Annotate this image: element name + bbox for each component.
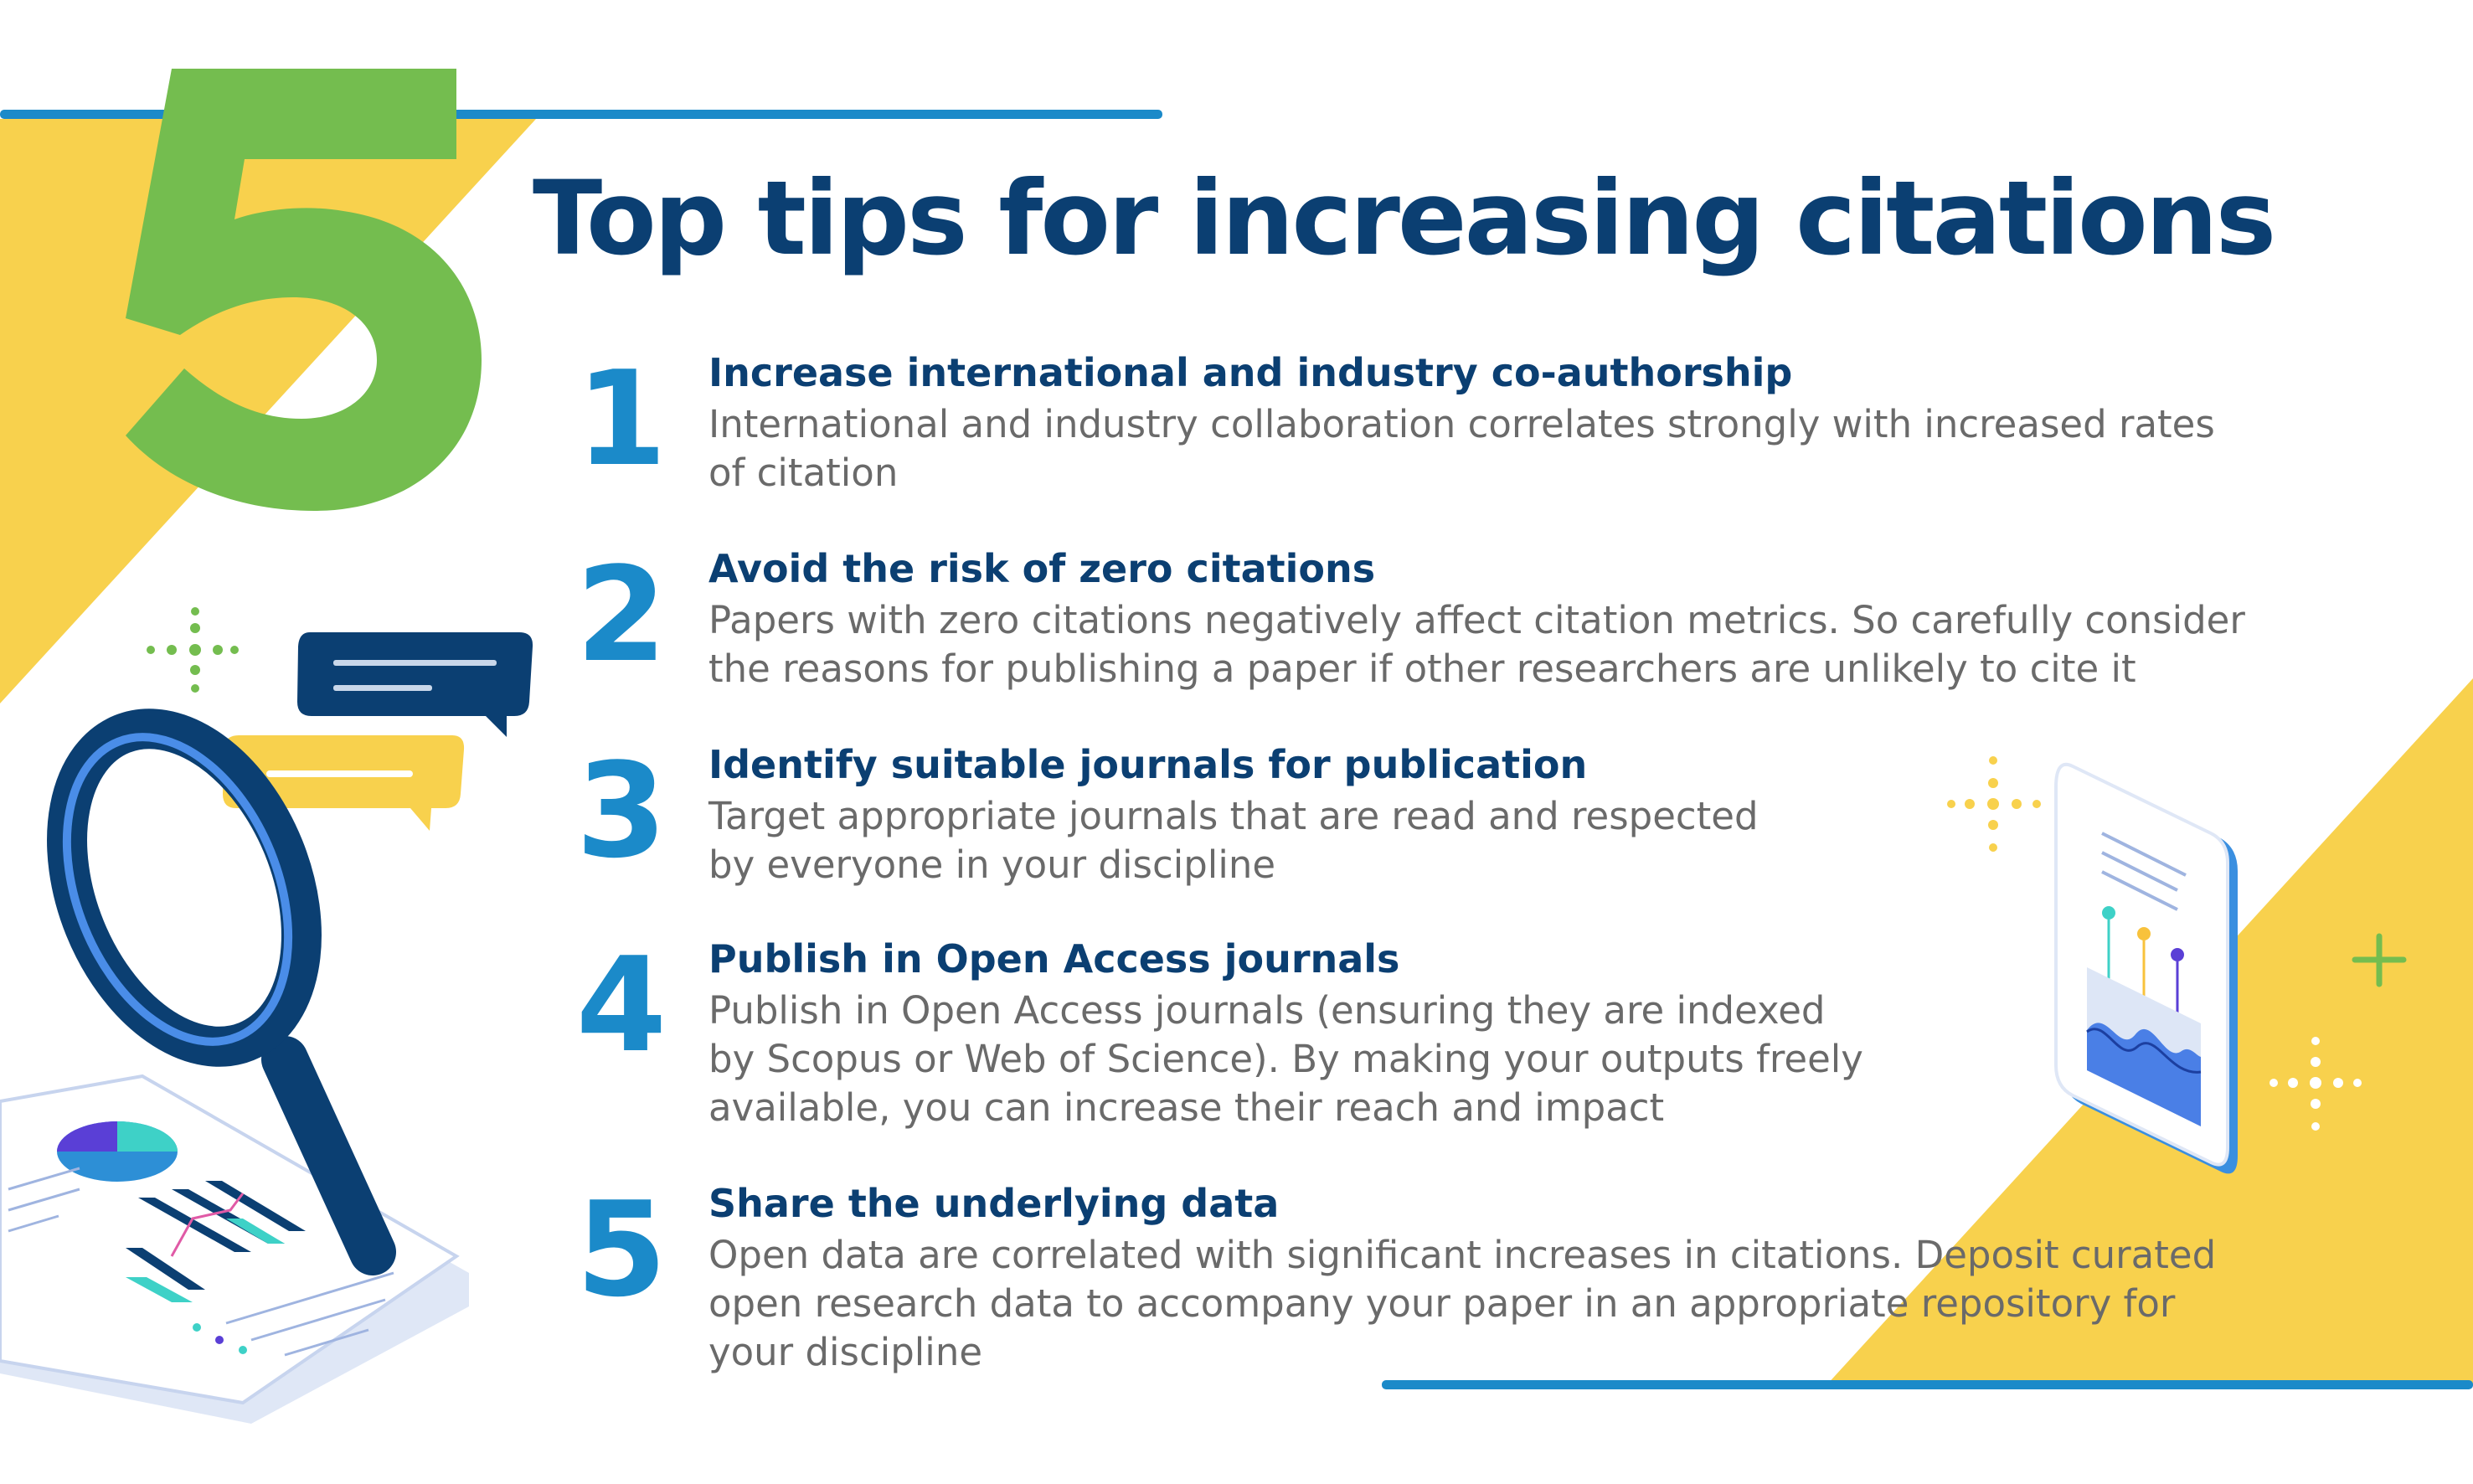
tip-heading: Increase international and industry co-a…: [708, 350, 1793, 395]
page-title: Top tips for increasing citations: [533, 159, 2276, 278]
document-chart-icon: [0, 1074, 469, 1424]
tip-heading: Avoid the risk of zero citations: [708, 546, 1376, 591]
big-five-digit: [126, 69, 482, 511]
tip-number: 1: [575, 343, 667, 495]
tip-body: Papers with zero citations negatively af…: [708, 598, 2245, 691]
plus-icon: [2352, 933, 2407, 987]
tip-number: 2: [575, 538, 667, 691]
tip-body: Open data are correlated with significan…: [708, 1233, 2217, 1374]
tip-body: International and industry collaboration…: [708, 402, 2215, 495]
tip-heading: Share the underlying data: [708, 1181, 1280, 1226]
sparkle-icon-left: [147, 607, 239, 693]
magnifying-glass-icon: [47, 709, 396, 1275]
tip-number: 3: [575, 734, 667, 887]
bottom-rule: [1382, 1380, 2473, 1389]
tip-heading: Publish in Open Access journals: [708, 936, 1400, 982]
chat-bubble-icon-navy: [297, 632, 533, 737]
tip-heading: Identify suitable journals for publicati…: [708, 742, 1588, 787]
sparkle-icon-right-upper: [1947, 756, 2041, 852]
phone-chart-icon: [2054, 762, 2238, 1174]
tip-body: Target appropriate journals that are rea…: [708, 794, 1759, 887]
tip-body: Publish in Open Access journals (ensurin…: [708, 988, 1863, 1130]
tip-number: 5: [575, 1173, 667, 1326]
tip-number: 4: [575, 929, 667, 1081]
sparkle-icon-right-lower: [2269, 1037, 2362, 1131]
